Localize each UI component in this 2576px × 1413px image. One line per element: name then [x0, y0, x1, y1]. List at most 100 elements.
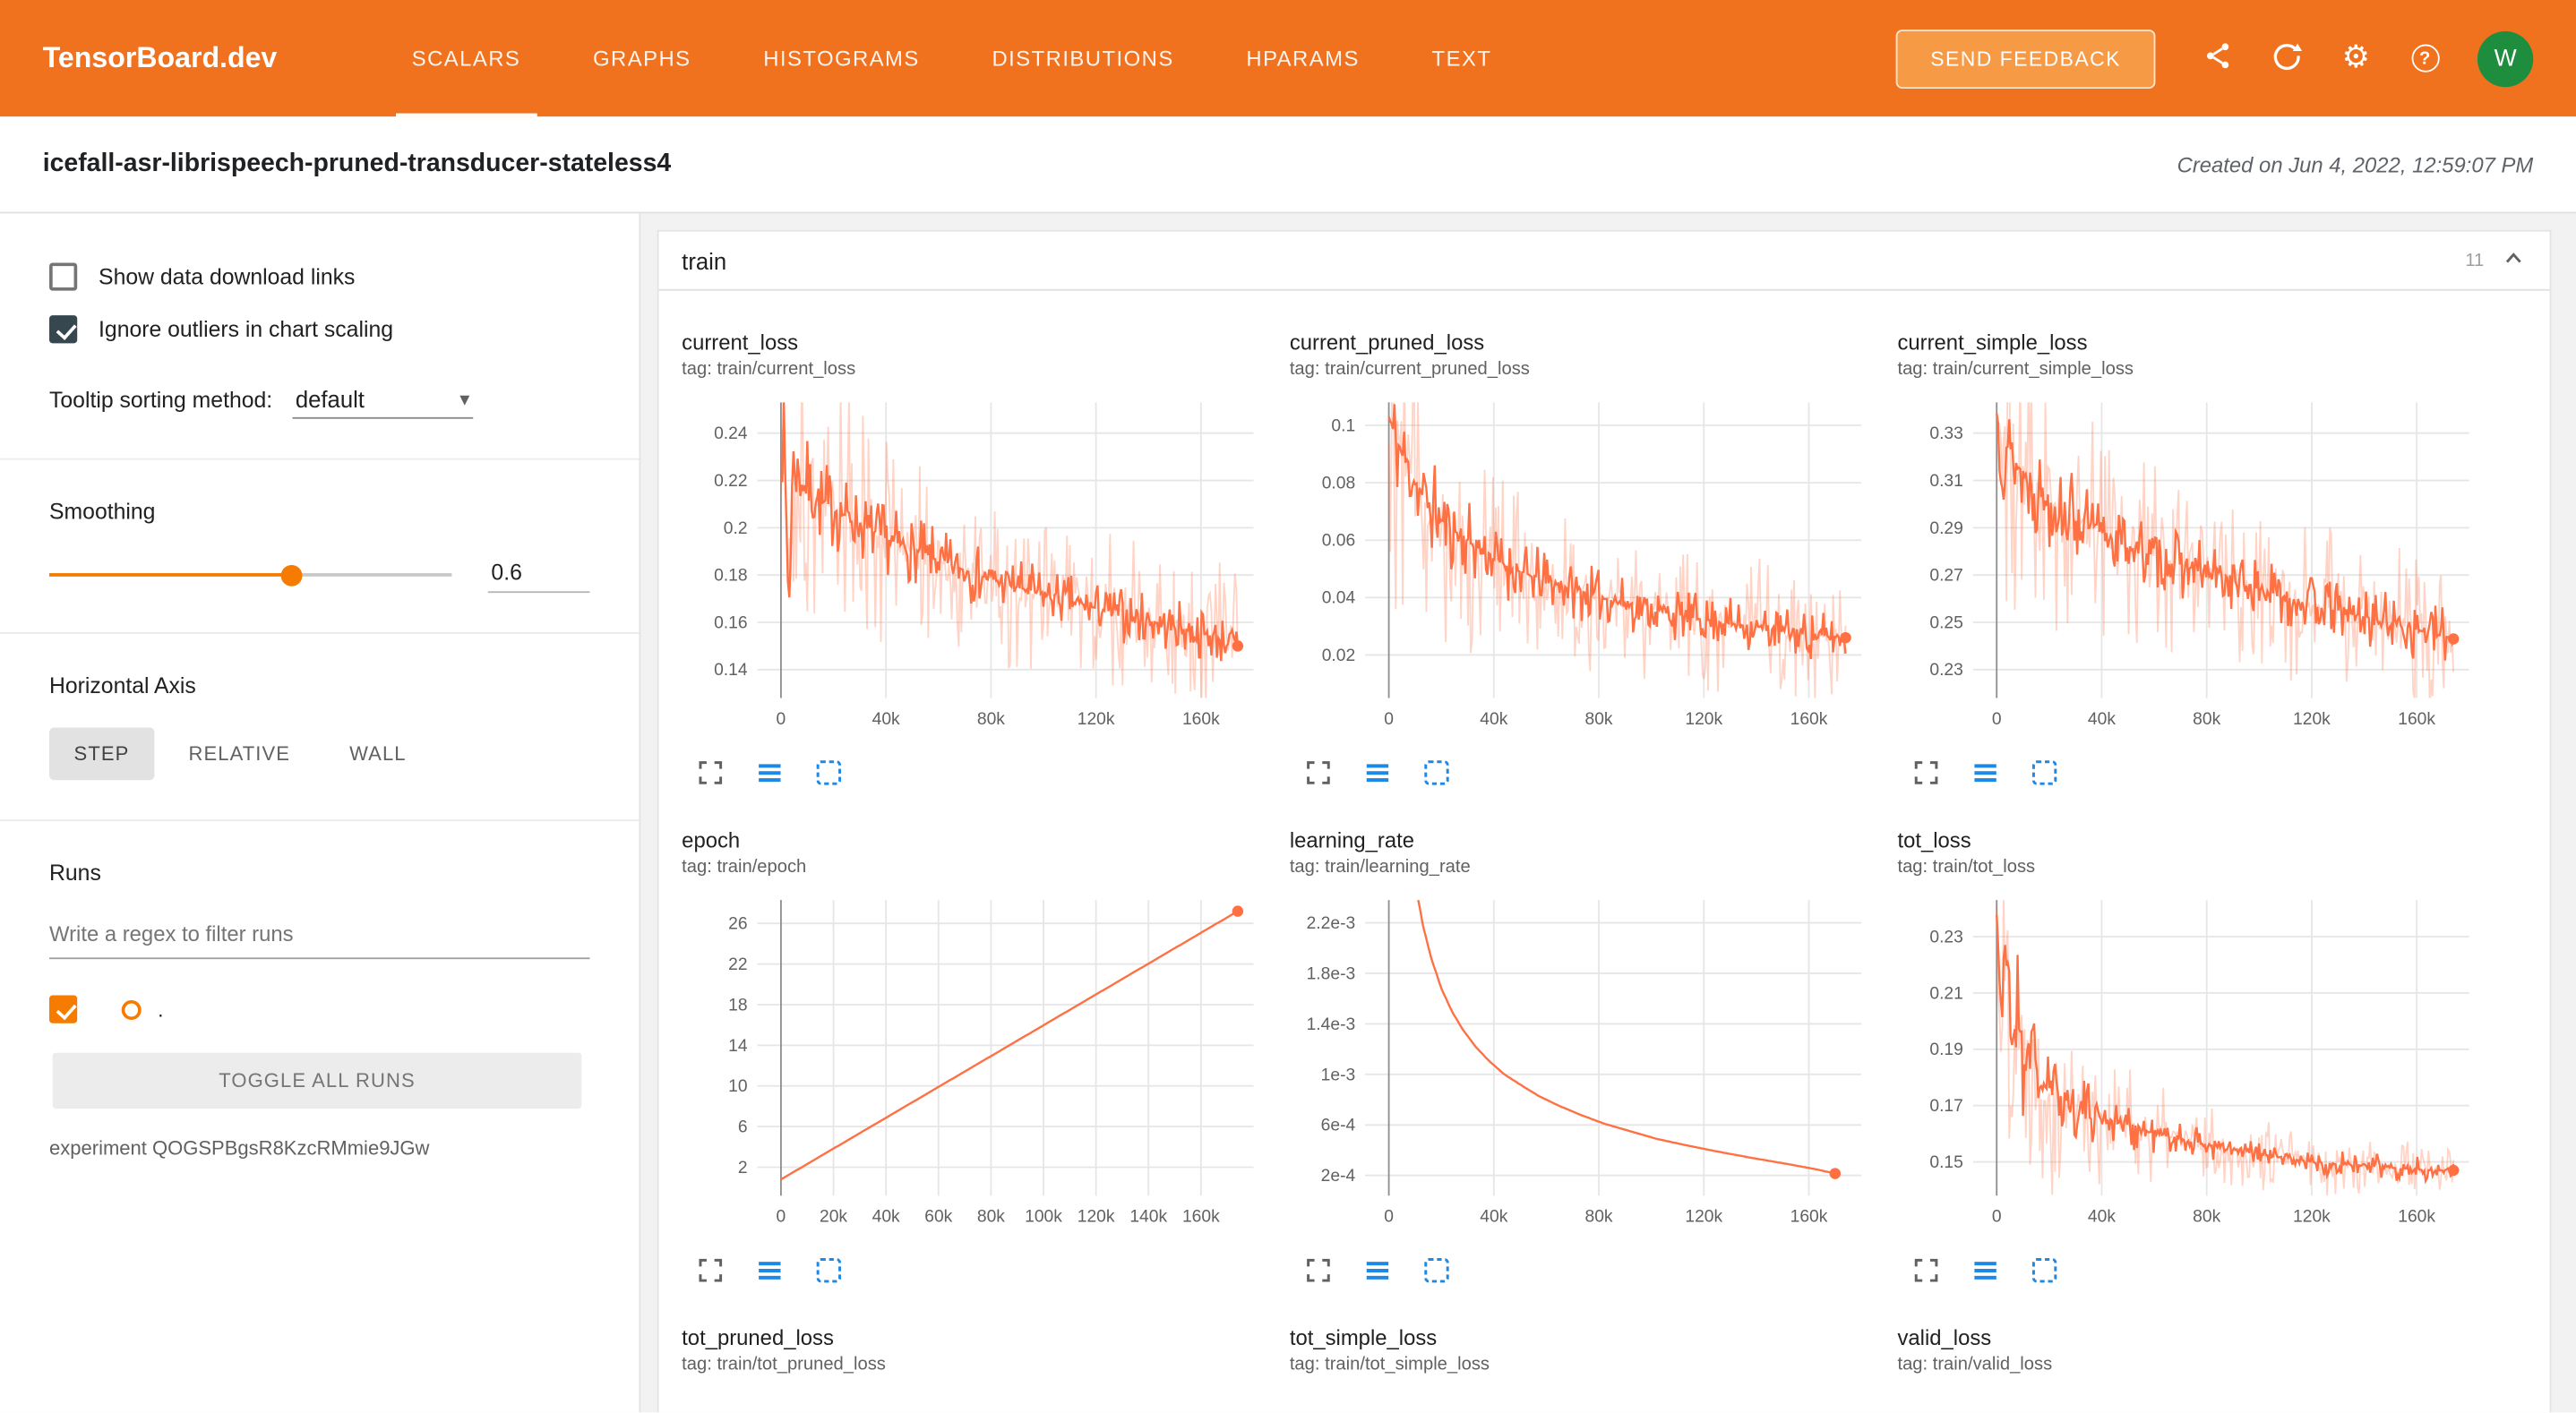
fit-domain-button[interactable] [2029, 1255, 2060, 1286]
ignore-outliers-checkbox[interactable] [49, 315, 78, 344]
chart-title: current_loss [682, 330, 799, 355]
tab-text[interactable]: TEXT [1431, 46, 1492, 71]
send-feedback-button[interactable]: SEND FEEDBACK [1895, 29, 2156, 89]
svg-text:80k: 80k [1585, 1208, 1613, 1227]
svg-text:120k: 120k [1685, 710, 1722, 729]
charts-grid: current_loss tag: train/current_loss 0.14 0… [659, 291, 2550, 1413]
chart-title: epoch [682, 827, 741, 852]
chart-plot-current_simple_loss[interactable]: 0.23 0.25 0.27 0.29 0.31 0.33 0 40k 80k 120k 160k [1897, 392, 2482, 741]
settings-button[interactable]: ⚙ [2326, 29, 2385, 88]
svg-text:0.18: 0.18 [714, 567, 747, 586]
chevron-down-icon: ▾ [459, 387, 470, 411]
created-timestamp: Created on Jun 4, 2022, 12:59:07 PM [2177, 151, 2534, 177]
svg-text:0.1: 0.1 [1331, 416, 1355, 435]
slider-handle[interactable] [280, 564, 303, 586]
axis-relative-button[interactable]: RELATIVE [164, 728, 315, 781]
expand-chart-button[interactable] [1303, 758, 1335, 789]
expand-chart-button[interactable] [1911, 1255, 1942, 1286]
svg-text:0.23: 0.23 [1929, 928, 1962, 946]
run-color-swatch [121, 999, 142, 1020]
refresh-icon [2271, 39, 2304, 77]
horizontal-axis-toggle: STEP RELATIVE WALL [49, 727, 589, 781]
chart-title: tot_pruned_loss [682, 1325, 834, 1350]
runs-label: Runs [49, 861, 101, 886]
chart-card-learning_rate: learning_rate tag: train/learning_rate 2.2… [1290, 827, 1898, 1286]
data-table-button[interactable] [1362, 1255, 1394, 1286]
axis-step-button[interactable]: STEP [49, 727, 154, 781]
chart-card-current_simple_loss: current_simple_loss tag: train/current_si… [1897, 330, 2505, 789]
help-button[interactable]: ? [2395, 29, 2454, 88]
smoothing-slider[interactable] [49, 563, 452, 587]
ignore-outliers-row[interactable]: Ignore outliers in chart scaling [49, 315, 589, 344]
chart-actions [682, 1255, 1290, 1286]
fit-domain-button[interactable] [2029, 758, 2060, 789]
share-button[interactable] [2188, 29, 2247, 88]
main-nav: SCALARS GRAPHS HISTOGRAMS DISTRIBUTIONS … [375, 0, 1527, 117]
data-table-button[interactable] [1970, 1255, 2001, 1286]
fit-domain-button[interactable] [813, 758, 845, 789]
train-group-header[interactable]: train 11 [658, 232, 2550, 291]
chart-plot-current_pruned_loss[interactable]: 0.02 0.04 0.06 0.08 0.1 0 40k 80k 120k 160k [1290, 392, 1875, 741]
svg-text:0: 0 [1384, 710, 1394, 729]
expand-chart-button[interactable] [1911, 758, 1942, 789]
data-table-button[interactable] [1362, 758, 1394, 789]
smoothing-value-input[interactable] [487, 556, 590, 594]
expand-chart-button[interactable] [695, 758, 726, 789]
tab-scalars[interactable]: SCALARS [375, 0, 556, 117]
svg-text:0.04: 0.04 [1322, 589, 1356, 608]
data-table-button[interactable] [754, 758, 786, 789]
expand-chart-button[interactable] [1303, 1255, 1335, 1286]
divider [0, 819, 640, 822]
svg-text:40k: 40k [1480, 710, 1507, 729]
fit-domain-button[interactable] [1421, 1255, 1453, 1286]
show-download-links-row[interactable]: Show data download links [49, 262, 589, 291]
avatar[interactable]: W [2477, 30, 2534, 87]
refresh-button[interactable] [2257, 29, 2316, 88]
svg-text:80k: 80k [2193, 710, 2220, 729]
tooltip-sorting-label: Tooltip sorting method: [49, 387, 273, 413]
chart-card-tot_pruned_loss: tot_pruned_loss tag: train/tot_pruned_los… [682, 1325, 1290, 1388]
tab-histograms[interactable]: HISTOGRAMS [763, 46, 920, 71]
chart-plot-learning_rate[interactable]: 2.2e-3 1.8e-3 1.4e-3 1e-3 6e-4 2e-4 0 40k 80k 120… [1290, 890, 1875, 1238]
tab-hparams[interactable]: HPARAMS [1246, 46, 1360, 71]
svg-text:160k: 160k [1182, 1208, 1220, 1227]
tooltip-sorting-select[interactable]: default ▾ [292, 386, 473, 419]
tab-graphs[interactable]: GRAPHS [592, 46, 691, 71]
svg-text:0: 0 [777, 710, 786, 729]
svg-text:0.27: 0.27 [1929, 567, 1962, 586]
fit-domain-button[interactable] [1421, 758, 1453, 789]
chart-title: current_pruned_loss [1289, 330, 1485, 355]
chart-plot-current_loss[interactable]: 0.14 0.16 0.18 0.2 0.22 0.24 0 40k 80k 120k 160k [682, 392, 1267, 741]
show-download-links-checkbox[interactable] [49, 262, 78, 291]
svg-text:2e-4: 2e-4 [1321, 1167, 1356, 1186]
toggle-all-runs-button[interactable]: TOGGLE ALL RUNS [52, 1052, 582, 1109]
runs-filter-input[interactable] [49, 914, 590, 960]
chart-actions [682, 758, 1290, 789]
help-icon: ? [2410, 44, 2439, 73]
run-checkbox[interactable] [49, 995, 78, 1023]
tooltip-sorting-value: default [295, 386, 365, 413]
data-table-button[interactable] [1970, 758, 2001, 789]
svg-text:0.08: 0.08 [1322, 475, 1355, 493]
collapse-group-button[interactable] [2501, 246, 2527, 274]
tab-distributions[interactable]: DISTRIBUTIONS [992, 46, 1174, 71]
chart-title: current_simple_loss [1897, 330, 2088, 355]
svg-text:0.17: 0.17 [1929, 1097, 1962, 1116]
svg-text:120k: 120k [1078, 710, 1115, 729]
svg-text:0.25: 0.25 [1929, 613, 1962, 632]
data-table-button[interactable] [754, 1255, 786, 1286]
chart-plot-tot_loss[interactable]: 0.15 0.17 0.19 0.21 0.23 0 40k 80k 120k 160k [1897, 890, 2482, 1238]
fit-domain-button[interactable] [813, 1255, 845, 1286]
svg-text:6: 6 [738, 1118, 748, 1137]
svg-text:60k: 60k [924, 1208, 952, 1227]
svg-text:40k: 40k [1480, 1208, 1507, 1227]
expand-chart-button[interactable] [695, 1255, 726, 1286]
svg-text:6e-4: 6e-4 [1321, 1117, 1356, 1135]
svg-text:0.29: 0.29 [1929, 519, 1962, 538]
axis-wall-button[interactable]: WALL [325, 728, 432, 781]
run-row[interactable]: . [49, 995, 589, 1023]
svg-text:1.8e-3: 1.8e-3 [1307, 964, 1356, 983]
svg-text:160k: 160k [1790, 710, 1828, 729]
